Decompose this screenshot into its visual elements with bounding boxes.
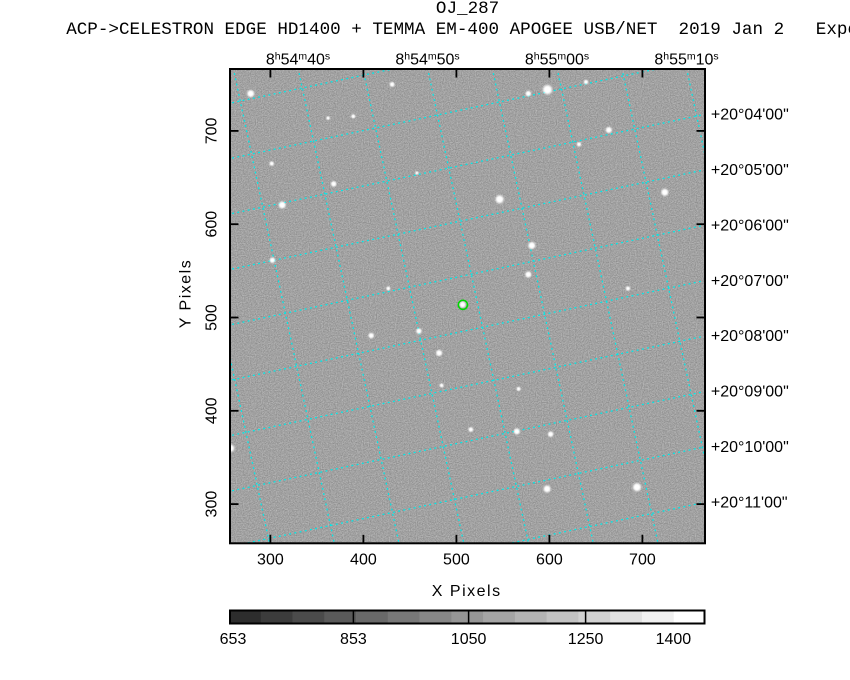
svg-text:300: 300 — [257, 552, 284, 569]
svg-text:ACP->CELESTRON EDGE HD1400 + T: ACP->CELESTRON EDGE HD1400 + TEMMA EM-40… — [66, 20, 850, 40]
svg-text:600: 600 — [204, 211, 221, 238]
svg-text:+20°07'00": +20°07'00" — [711, 273, 789, 290]
svg-text:+20°06'00": +20°06'00" — [711, 217, 789, 234]
svg-text:+20°04'00": +20°04'00" — [711, 107, 789, 124]
svg-text:700: 700 — [629, 552, 656, 569]
svg-text:1400: 1400 — [656, 631, 692, 648]
svg-text:Y Pixels: Y Pixels — [178, 259, 195, 329]
svg-text:600: 600 — [536, 552, 563, 569]
svg-text:500: 500 — [204, 304, 221, 331]
svg-text:+20°10'00": +20°10'00" — [711, 439, 789, 456]
svg-text:+20°05'00": +20°05'00" — [711, 162, 789, 179]
svg-text:300: 300 — [204, 491, 221, 518]
svg-text:8h54m40s: 8h54m40s — [266, 51, 330, 69]
svg-text:+20°09'00": +20°09'00" — [711, 384, 789, 401]
svg-text:1050: 1050 — [451, 631, 487, 648]
svg-text:+20°11'00": +20°11'00" — [711, 495, 788, 512]
svg-text:+20°08'00": +20°08'00" — [711, 328, 789, 345]
svg-text:8h55m10s: 8h55m10s — [654, 51, 718, 69]
svg-text:OJ_287: OJ_287 — [436, 0, 499, 19]
svg-text:8h54m50s: 8h54m50s — [395, 51, 459, 69]
svg-text:8h55m00s: 8h55m00s — [525, 51, 589, 69]
svg-text:400: 400 — [204, 397, 221, 424]
svg-text:500: 500 — [443, 552, 470, 569]
svg-text:853: 853 — [340, 631, 367, 648]
svg-text:X Pixels: X Pixels — [432, 583, 502, 600]
svg-text:700: 700 — [204, 117, 221, 144]
svg-text:653: 653 — [220, 631, 247, 648]
svg-text:1250: 1250 — [568, 631, 604, 648]
svg-text:400: 400 — [350, 552, 377, 569]
